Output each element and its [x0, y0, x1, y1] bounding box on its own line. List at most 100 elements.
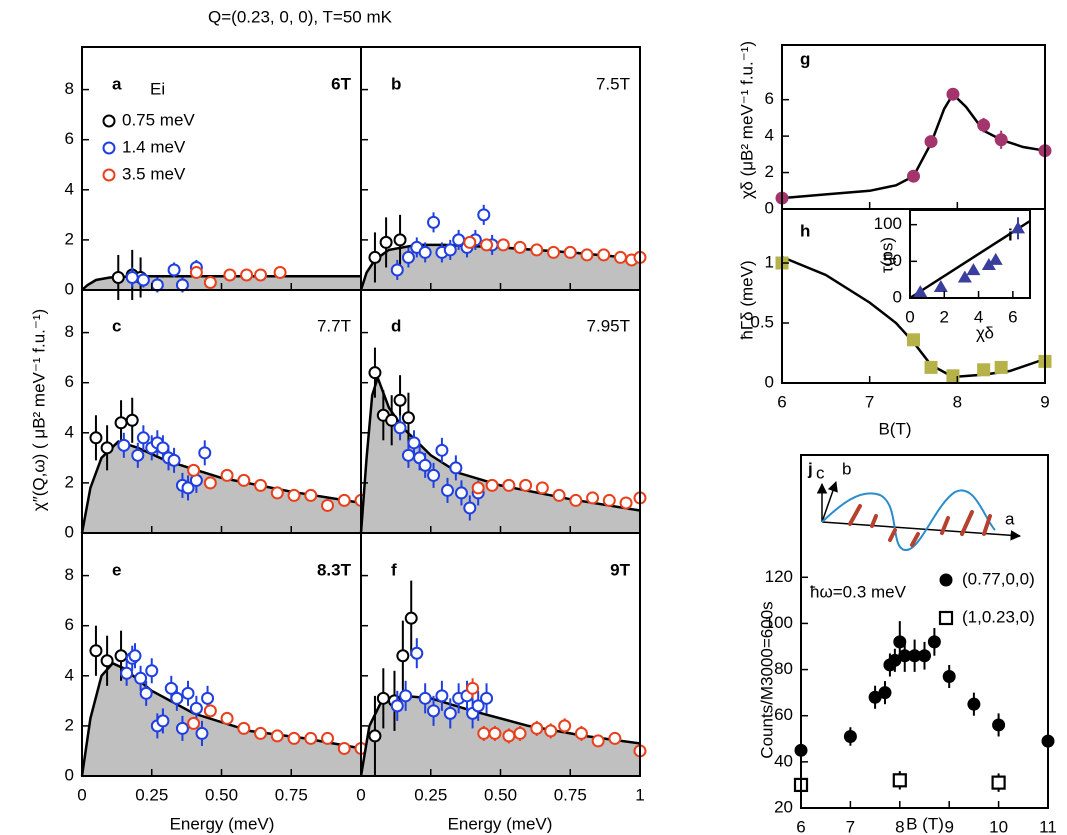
label: g	[800, 49, 810, 68]
inset-background	[910, 210, 1030, 298]
data-point	[189, 265, 203, 279]
label: b	[391, 74, 401, 93]
data-point	[602, 493, 616, 507]
data-point	[913, 285, 928, 298]
data-point	[924, 135, 938, 149]
x-tick-label: 4	[974, 307, 983, 326]
data-point	[597, 248, 611, 262]
data-point	[463, 235, 477, 249]
panel-frame	[909, 209, 1031, 299]
data-point	[443, 706, 457, 720]
data-point	[134, 671, 148, 685]
data-point	[471, 481, 485, 495]
data-point	[273, 265, 287, 279]
data-point	[454, 486, 468, 500]
x-tick-label: 0.25	[414, 785, 447, 804]
y-tick-label: 100	[874, 214, 902, 233]
data-point	[164, 681, 178, 695]
data-point	[893, 635, 907, 649]
data-point	[449, 461, 463, 475]
data-point	[237, 721, 251, 735]
data-point	[287, 488, 301, 502]
y-tick-label: 0	[65, 279, 74, 298]
data-point	[321, 731, 335, 745]
data-point	[427, 215, 441, 229]
data-point	[547, 245, 561, 259]
data-point	[608, 731, 622, 745]
data-point	[513, 240, 527, 254]
data-point	[435, 443, 449, 457]
data-point	[379, 235, 393, 249]
data-point	[321, 498, 335, 512]
data-point	[933, 280, 948, 292]
data-point	[977, 363, 991, 377]
data-point	[304, 488, 318, 502]
data-point	[100, 441, 114, 455]
data-point	[991, 775, 1006, 790]
data-point	[580, 248, 594, 262]
fit-line	[909, 219, 1031, 300]
data-point	[111, 270, 125, 284]
label: f	[391, 560, 397, 579]
label: j	[807, 459, 813, 478]
y-tick-label: 8	[65, 322, 74, 341]
panel-frame	[781, 44, 1046, 210]
x-tick-label: 0.75	[554, 785, 587, 804]
data-point	[393, 393, 407, 407]
data-point	[619, 496, 633, 510]
y-tick-label: 6	[65, 615, 74, 634]
data-point	[613, 250, 627, 264]
x-tick-label: 6	[1008, 307, 1017, 326]
data-point	[427, 704, 441, 718]
x-tick-label: 11	[1039, 817, 1057, 835]
x-tick-label: 0.50	[484, 785, 517, 804]
data-point	[368, 729, 382, 743]
data-point	[254, 478, 268, 492]
data-point	[270, 729, 284, 743]
data-point	[89, 644, 103, 658]
data-point	[927, 635, 941, 649]
data-point	[150, 278, 164, 292]
label: a	[112, 74, 122, 93]
data-point	[401, 448, 415, 462]
data-point	[519, 478, 533, 492]
legend-label: 0.75 meV	[122, 110, 195, 129]
title: Q=(0.23, 0, 0), T=50 mK	[208, 7, 393, 26]
xlabel: Energy (meV)	[448, 814, 553, 833]
label: d	[391, 316, 401, 335]
axis-b	[821, 481, 838, 523]
data-point	[136, 431, 150, 445]
xlabel: χδ	[976, 323, 994, 342]
data-point	[136, 273, 150, 287]
xlabel: B (T)	[906, 814, 944, 833]
data-point	[139, 686, 153, 700]
y-tick-label: 0.5	[750, 312, 774, 331]
data-point	[254, 726, 268, 740]
y-tick-label: 6	[65, 372, 74, 391]
legend-label: (0.77,0,0)	[962, 569, 1035, 588]
data-point	[390, 263, 404, 277]
data-point	[907, 169, 920, 183]
data-point	[156, 714, 170, 728]
data-point	[390, 699, 404, 713]
ylabel: χ″(Q,ω) ( μB² meV⁻¹ f.u.⁻¹)	[29, 309, 48, 511]
data-point	[187, 716, 201, 730]
data-point	[203, 275, 217, 289]
spin-helix-diagram	[816, 481, 1022, 551]
data-point	[1011, 221, 1025, 234]
data-point	[586, 491, 600, 505]
data-point	[938, 610, 954, 626]
data-point	[530, 721, 544, 735]
data-point	[939, 573, 953, 587]
data-point	[368, 250, 382, 264]
x-tick-label: 0	[77, 785, 86, 804]
axis-a	[821, 521, 1022, 541]
data-point	[892, 773, 907, 788]
data-point	[942, 669, 956, 683]
data-point	[535, 481, 549, 495]
data-point	[114, 649, 128, 663]
data-point	[918, 649, 931, 663]
fit-area	[361, 377, 640, 533]
data-point	[156, 441, 170, 455]
